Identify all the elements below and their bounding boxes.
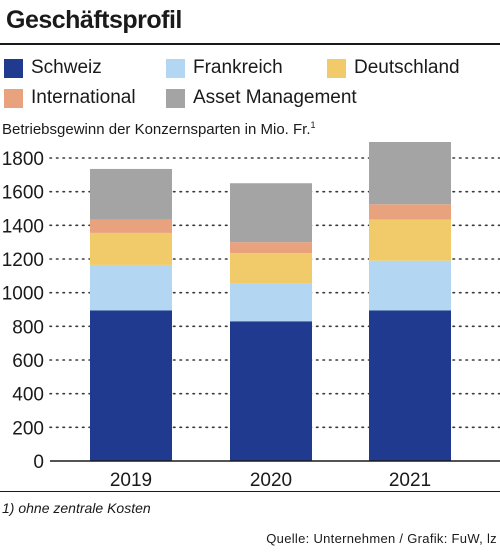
footnote-marker: 1 bbox=[310, 120, 316, 130]
bar-2020-international bbox=[230, 242, 312, 254]
footnote: 1) ohne zentrale Kosten bbox=[2, 500, 151, 516]
y-tick-label-1000: 1000 bbox=[2, 284, 44, 305]
legend-swatch bbox=[327, 58, 346, 78]
y-tick-label-200: 200 bbox=[12, 418, 44, 439]
bar-2020-deutschland bbox=[230, 253, 312, 284]
x-tick-label-2020: 2020 bbox=[250, 470, 292, 491]
bar-2020-schweiz bbox=[230, 321, 312, 461]
bar-2019-deutschland bbox=[90, 232, 172, 265]
x-tick-label-2019: 2019 bbox=[110, 470, 152, 491]
legend-label: Asset Management bbox=[193, 87, 357, 108]
bar-2021-international bbox=[369, 204, 451, 220]
y-tick-label-400: 400 bbox=[12, 385, 44, 406]
bar-2020-frankreich bbox=[230, 283, 312, 322]
x-tick-label-2021: 2021 bbox=[389, 470, 431, 491]
legend-swatch bbox=[4, 58, 23, 78]
legend-item-international: International bbox=[4, 84, 136, 112]
legend-item-asset-management: Asset Management bbox=[166, 84, 357, 112]
stacked-bar-chart: 0 200 400 600 800 1000 1200 1400 1600 1800 2019 202… bbox=[2, 142, 500, 491]
title-divider bbox=[0, 43, 500, 45]
y-tick-label-1800: 1800 bbox=[2, 149, 44, 170]
bar-2019-schweiz bbox=[90, 310, 172, 461]
bar-2019-asset-management bbox=[90, 168, 172, 220]
legend-item-schweiz: Schweiz bbox=[4, 54, 102, 82]
legend-label: Frankreich bbox=[193, 57, 283, 78]
legend-label: Deutschland bbox=[354, 57, 460, 78]
y-tick-label-1600: 1600 bbox=[2, 183, 44, 204]
bar-2019-frankreich bbox=[90, 264, 172, 311]
bar-2020-asset-management bbox=[230, 183, 312, 243]
y-tick-label-600: 600 bbox=[12, 351, 44, 372]
legend-swatch bbox=[4, 88, 23, 108]
y-tick-label-1200: 1200 bbox=[2, 250, 44, 271]
legend-item-deutschland: Deutschland bbox=[327, 54, 460, 82]
y-axis-label-text: Betriebsgewinn der Konzernsparten in Mio… bbox=[2, 121, 311, 138]
bar-2021-deutschland bbox=[369, 219, 451, 261]
legend-swatch bbox=[166, 58, 185, 78]
y-tick-label-800: 800 bbox=[12, 317, 44, 338]
chart-title: Geschäftsprofil bbox=[6, 6, 182, 34]
bar-2021-schweiz bbox=[369, 310, 451, 461]
source-credit: Quelle: Unternehmen / Grafik: FuW, lz bbox=[266, 531, 497, 546]
legend-label: International bbox=[31, 87, 136, 108]
footer-divider bbox=[0, 491, 500, 492]
y-tick-label-1400: 1400 bbox=[2, 216, 44, 237]
legend-item-frankreich: Frankreich bbox=[166, 54, 283, 82]
y-tick-label-0: 0 bbox=[33, 452, 44, 473]
y-axis-label: Betriebsgewinn der Konzernsparten in Mio… bbox=[2, 120, 316, 138]
legend-label: Schweiz bbox=[31, 57, 102, 78]
bar-2019-international bbox=[90, 219, 172, 233]
bar-2021-asset-management bbox=[369, 142, 451, 205]
legend-swatch bbox=[166, 88, 185, 108]
bar-2021-frankreich bbox=[369, 260, 451, 311]
